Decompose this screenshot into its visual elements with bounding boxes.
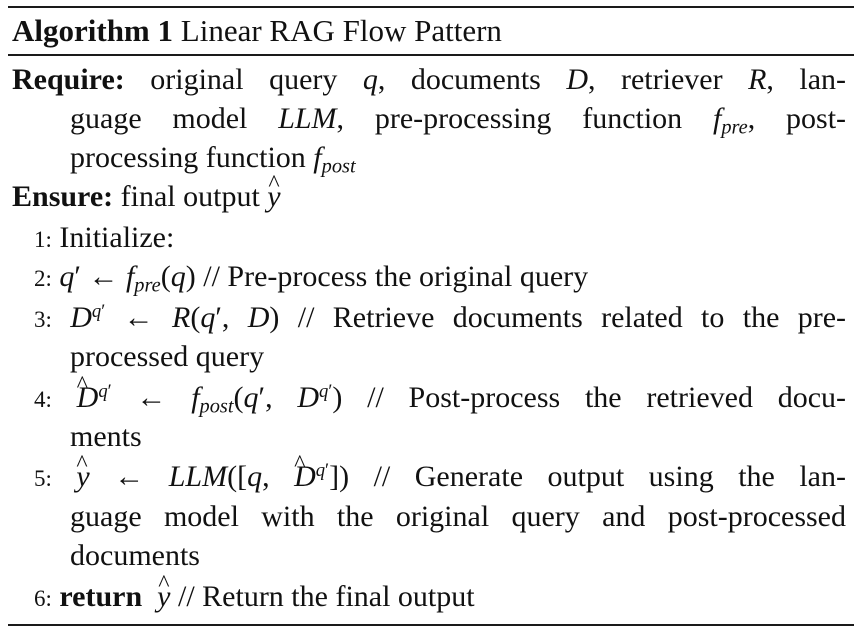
- step-2: 2: q′ ← fpre(q) // Pre-process the origi…: [34, 260, 589, 297]
- return-keyword: return: [59, 580, 143, 613]
- algorithm-label: Algorithm 1: [12, 13, 174, 48]
- require-keyword: Require:: [12, 63, 125, 96]
- require-line-1: Require: original query q, documents D, …: [12, 63, 847, 96]
- title-rule: [8, 54, 854, 56]
- step-5-cont-2: documents: [70, 539, 200, 572]
- step-3: 3: Dq′ ← R(q′, D) // Retrieve documents …: [34, 300, 847, 334]
- step-5: 5: y ← LLM([q, Dq′]) // Generate output …: [34, 444, 846, 499]
- ensure-keyword: Ensure:: [12, 180, 114, 213]
- ensure-line: Ensure: final output y: [12, 164, 281, 217]
- top-rule: [8, 6, 854, 8]
- step-5-cont-1: guage model with the original query and …: [70, 500, 846, 533]
- step-1: 1: Initialize:: [34, 221, 175, 254]
- require-line-2: guage model LLM, pre-processing function…: [70, 102, 847, 139]
- step-6: 6: return y // Return the final output: [34, 564, 475, 619]
- algorithm-title: Algorithm 1 Linear RAG Flow Pattern: [12, 13, 502, 49]
- bottom-rule: [8, 624, 854, 626]
- step-3-cont: processed query: [70, 340, 265, 373]
- require-line-3: processing function fpost: [70, 141, 356, 178]
- algorithm-name: Linear RAG Flow Pattern: [180, 13, 502, 48]
- step-4: 4: Dq′ ← fpost(q′, Dq′) // Post-process …: [34, 365, 846, 420]
